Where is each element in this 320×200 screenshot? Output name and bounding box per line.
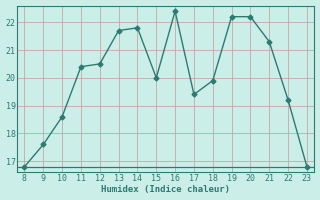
X-axis label: Humidex (Indice chaleur): Humidex (Indice chaleur): [101, 185, 230, 194]
